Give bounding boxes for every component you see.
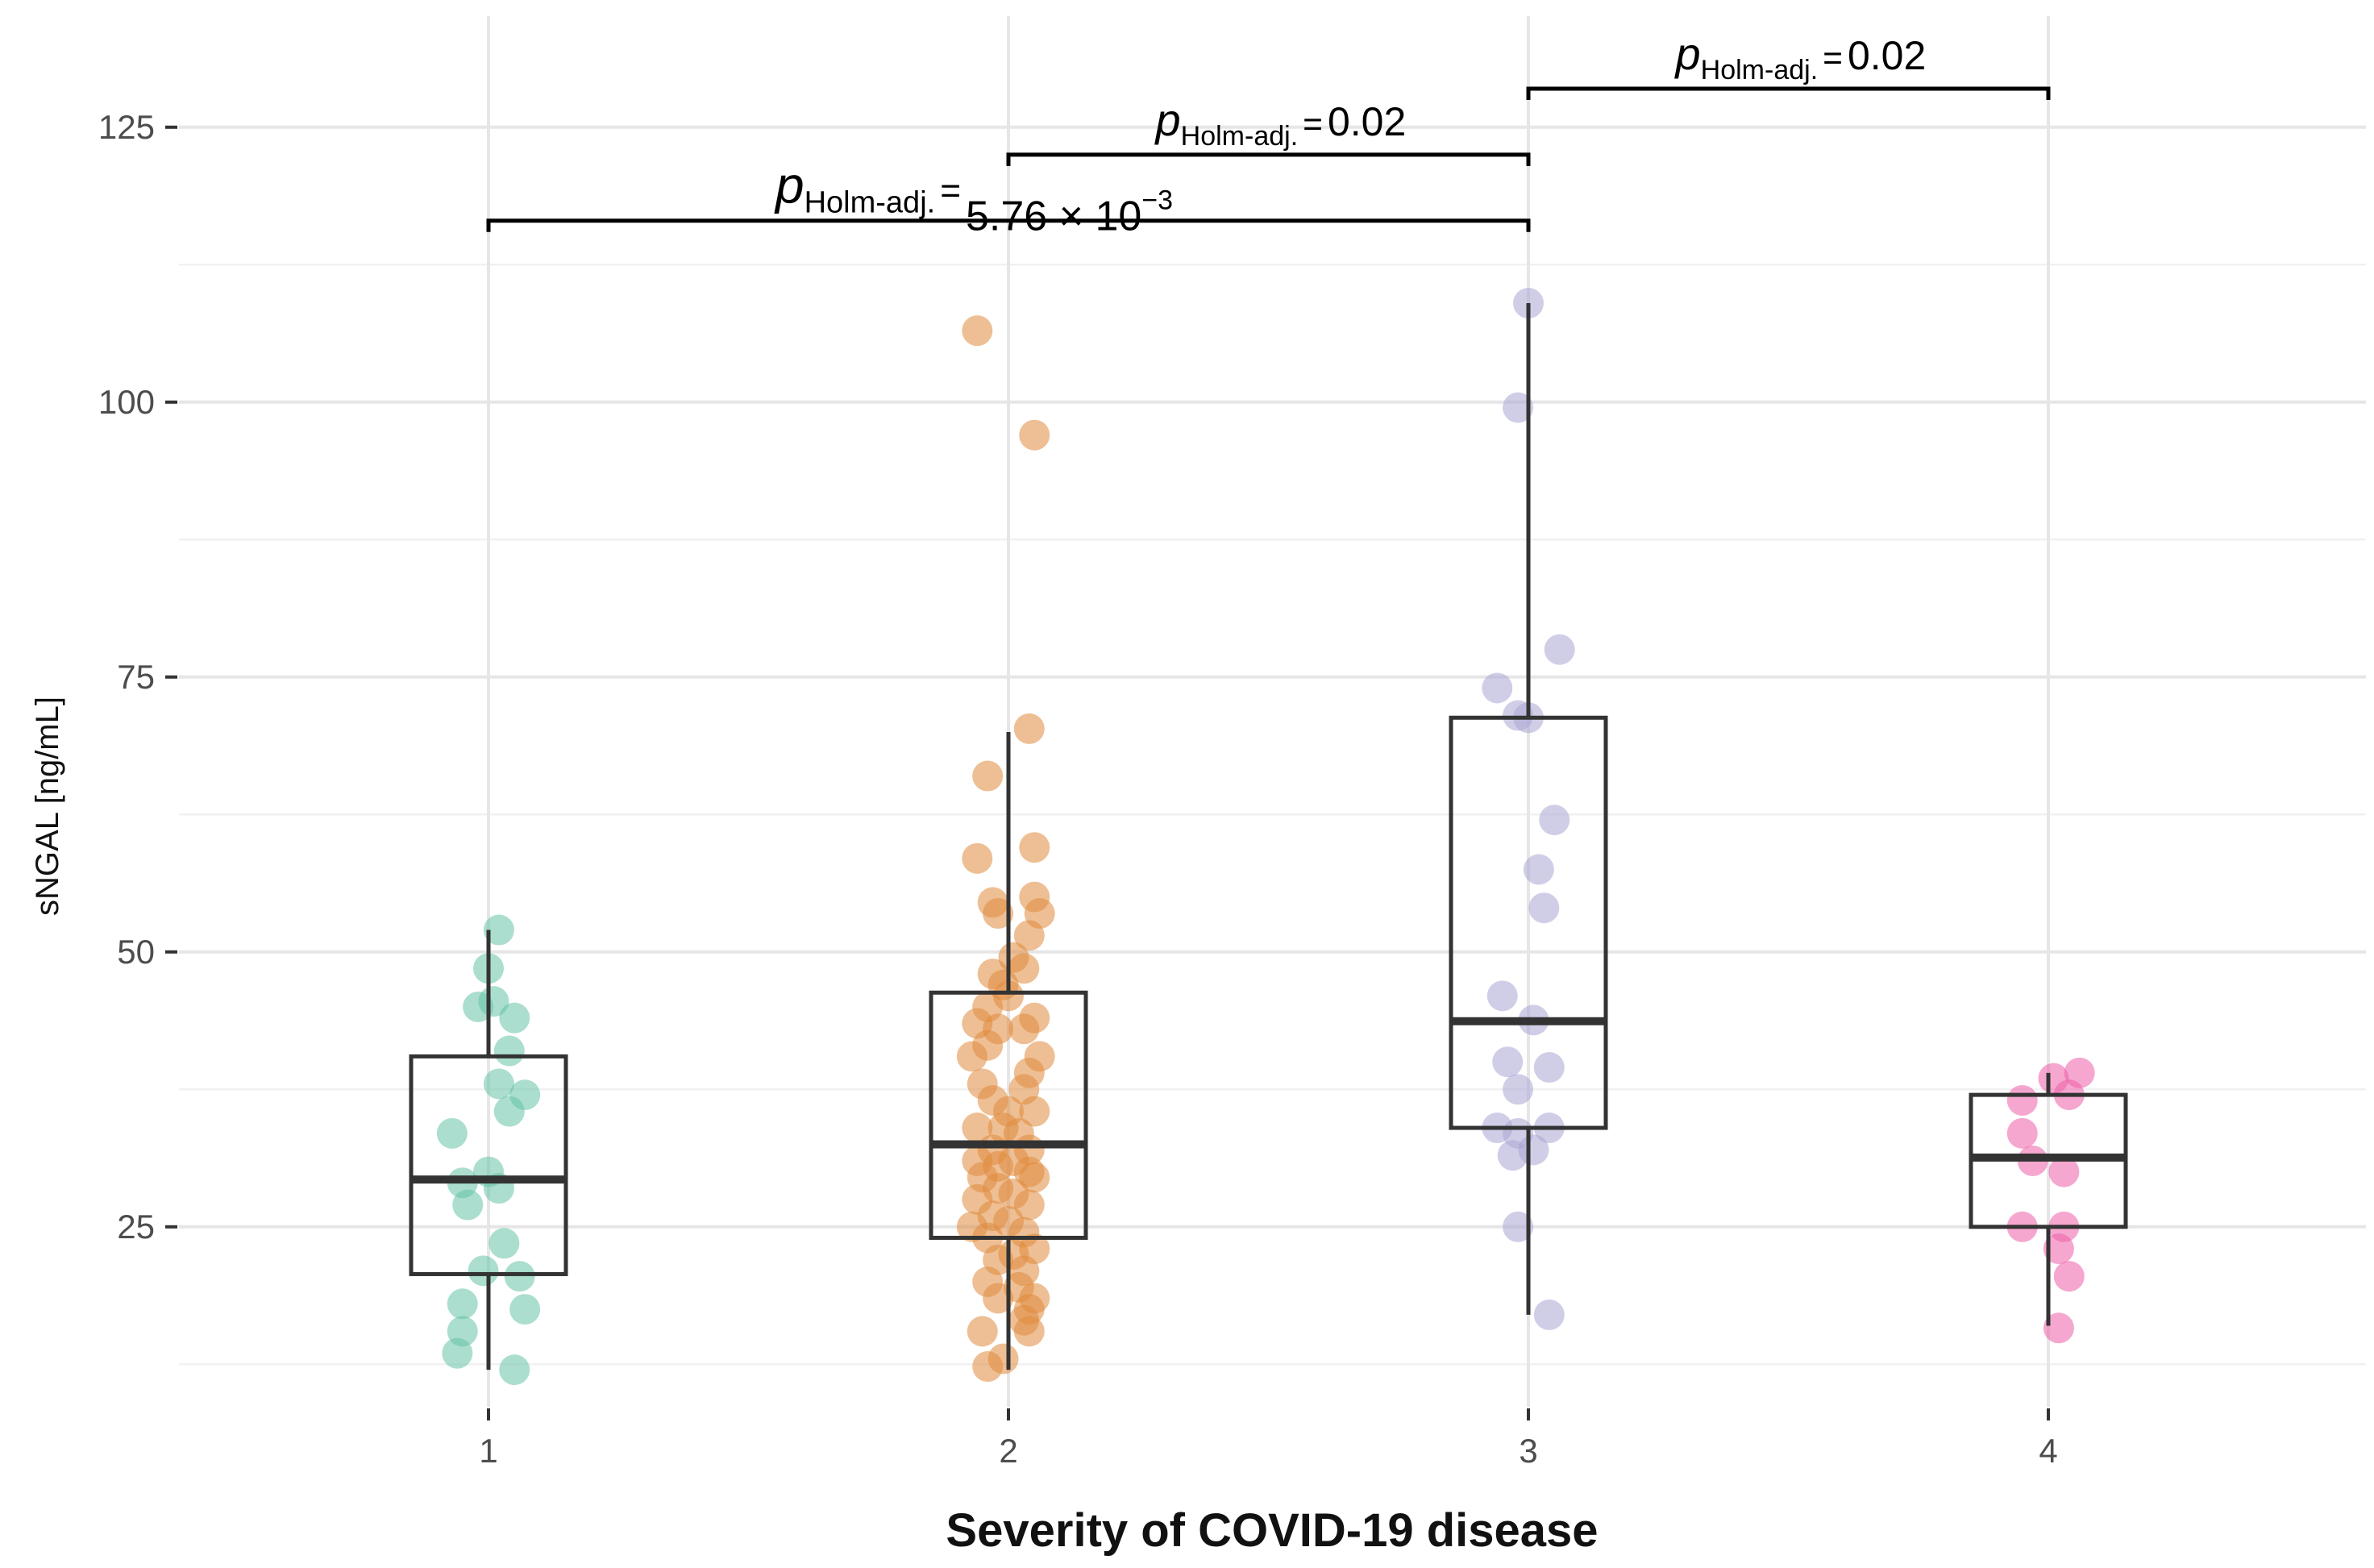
data-point [489, 1228, 520, 1259]
x-axis-title: Severity of COVID-19 disease [946, 1504, 1598, 1557]
data-point [436, 1117, 468, 1149]
y-tick-label: 75 [117, 658, 155, 696]
box-iqr [1449, 715, 1608, 1130]
data-point [2006, 1084, 2038, 1116]
data-point [1019, 832, 1050, 863]
data-point [2043, 1312, 2074, 1344]
data-point [504, 1261, 535, 1292]
data-point [452, 1189, 484, 1221]
box-iqr [929, 990, 1088, 1240]
x-tick-label: 4 [2039, 1432, 2057, 1470]
data-point [983, 898, 1014, 930]
data-point [962, 1113, 993, 1144]
data-point [1539, 805, 1570, 836]
data-point [499, 1002, 530, 1034]
y-tick-label: 50 [117, 933, 155, 971]
data-point [1533, 1052, 1565, 1083]
y-tick-label: 100 [98, 383, 155, 421]
x-axis: 1 2 3 4 [479, 1408, 2058, 1470]
y-axis: 25 50 75 100 125 [98, 108, 177, 1246]
data-point [962, 315, 993, 347]
x-tick-label: 1 [479, 1432, 497, 1470]
data-points [436, 288, 2095, 1386]
data-point [442, 1337, 473, 1369]
data-point [478, 986, 509, 1017]
data-point [1013, 713, 1045, 744]
data-point [493, 1035, 525, 1067]
x-tick-label: 3 [1519, 1432, 1537, 1470]
data-point [1019, 419, 1050, 451]
data-point [499, 1354, 530, 1386]
data-point [2048, 1156, 2080, 1187]
y-axis-title: sNGAL [ng/mL] [30, 697, 65, 916]
data-point [956, 1041, 987, 1072]
data-point [1486, 980, 1518, 1012]
data-point [1019, 1162, 1050, 1193]
data-point [967, 1316, 998, 1347]
x-tick-label: 2 [999, 1432, 1017, 1470]
data-point [1497, 1140, 1528, 1171]
data-point [468, 1255, 499, 1287]
data-point [1019, 1096, 1050, 1127]
data-point [962, 842, 993, 874]
data-point [972, 760, 1004, 792]
significance-bracket [1006, 152, 1531, 166]
significance-bracket [486, 218, 1531, 232]
data-point [483, 914, 514, 946]
data-point [1013, 1316, 1045, 1347]
y-tick-label: 25 [117, 1208, 155, 1246]
data-point [1503, 392, 1534, 423]
data-point [2053, 1261, 2085, 1292]
data-point [483, 1068, 514, 1100]
data-point [1503, 1211, 1534, 1242]
box-iqr [409, 1054, 568, 1276]
p-value-label: pHolm-adj. = 0.02 [1674, 28, 1927, 85]
data-point [1533, 1299, 1565, 1330]
data-point [1528, 892, 1560, 924]
p-value-label: pHolm-adj. = 0.02 [1154, 94, 1407, 152]
data-point [1013, 920, 1045, 951]
data-point [1544, 634, 1575, 665]
data-point [1008, 953, 1040, 984]
data-point [1492, 1046, 1524, 1078]
box-plots [409, 303, 2128, 1370]
data-point [1523, 854, 1554, 885]
data-point [1482, 672, 1513, 704]
data-point [1013, 1189, 1045, 1221]
y-tick-label: 125 [98, 108, 155, 146]
data-point [1503, 1074, 1534, 1105]
data-point [493, 1096, 525, 1127]
p-value-label: pHolm-adj. =5.76 × 10−3 [774, 156, 1173, 240]
significance-bracket [1526, 86, 2051, 101]
data-point [972, 1351, 1004, 1383]
data-point [2006, 1117, 2038, 1149]
data-point [983, 1283, 1014, 1314]
data-point [2043, 1233, 2074, 1265]
data-point [447, 1288, 478, 1320]
data-point [1008, 1013, 1040, 1045]
data-point [509, 1294, 541, 1325]
